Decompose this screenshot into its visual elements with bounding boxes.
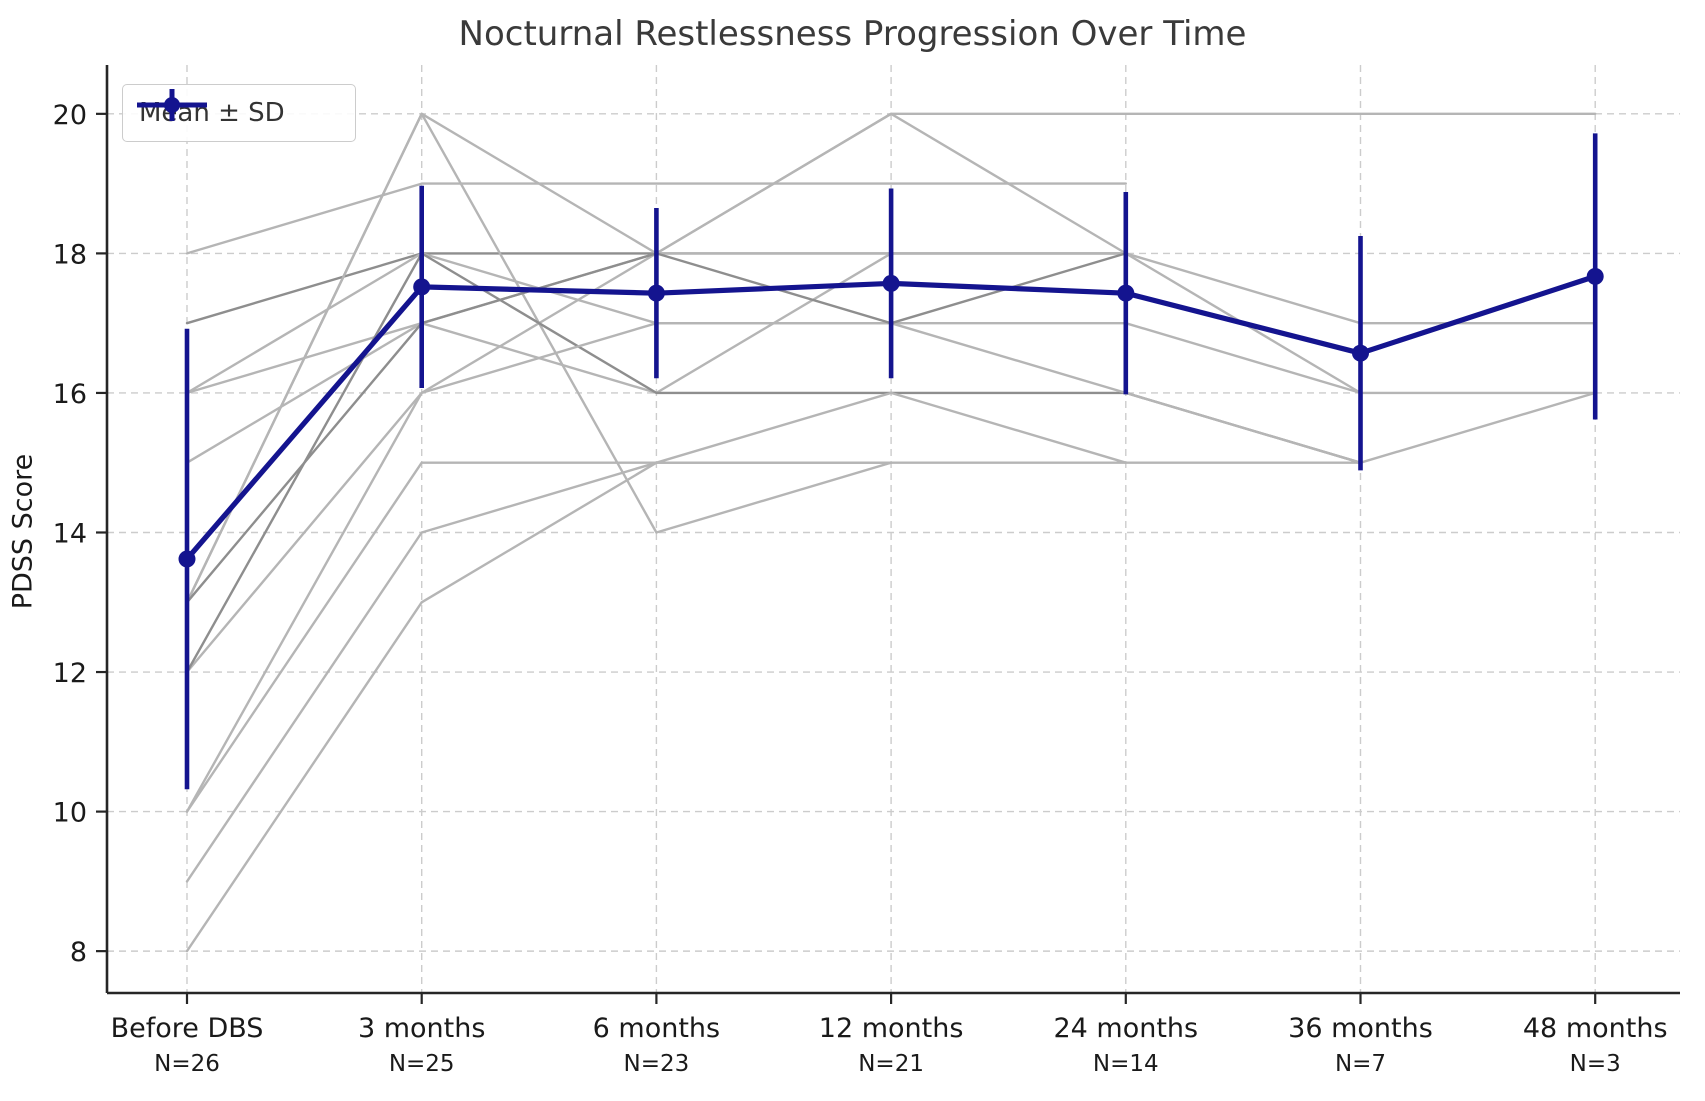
mean-marker-1 [413, 278, 431, 296]
legend-mean-sample-icon [137, 89, 207, 121]
n-count-label-6: N=3 [1570, 1051, 1621, 1077]
mean-marker-0 [178, 550, 196, 568]
n-count-label-2: N=23 [624, 1051, 690, 1077]
x-tick-label-6: 48 months [1523, 1013, 1668, 1044]
mean-marker-3 [882, 274, 900, 292]
patient-trajectory-line-12 [185, 322, 1362, 813]
y-tick-label-16: 16 [53, 379, 87, 410]
patient-trajectory-line-11 [185, 461, 893, 953]
mean-marker-4 [1117, 284, 1135, 302]
chart-title: Nocturnal Restlessness Progression Over … [458, 14, 1247, 54]
y-tick-label-20: 20 [53, 100, 87, 131]
y-tick-label-14: 14 [53, 518, 87, 549]
mean-marker-2 [647, 284, 665, 302]
legend: Mean ± SD [122, 84, 356, 142]
x-tick-label-5: 36 months [1288, 1013, 1433, 1044]
x-tick-label-1: 3 months [358, 1013, 485, 1044]
patient-trajectory-line-9 [185, 461, 893, 813]
mean-marker-6 [1586, 267, 1604, 285]
n-count-label-1: N=25 [389, 1051, 455, 1077]
x-tick-label-4: 24 months [1053, 1013, 1198, 1044]
x-tick-label-3: 12 months [819, 1013, 964, 1044]
patient-trajectory-line-0 [185, 182, 1127, 255]
y-tick-label-12: 12 [53, 658, 87, 689]
y-tick-label-8: 8 [70, 937, 87, 968]
n-count-label-3: N=21 [858, 1051, 924, 1077]
x-tick-label-2: 6 months [593, 1013, 720, 1044]
y-tick-label-10: 10 [53, 798, 87, 829]
mean-marker-5 [1352, 344, 1369, 362]
n-count-label-0: N=26 [154, 1051, 220, 1077]
n-count-label-5: N=7 [1335, 1051, 1386, 1077]
n-count-label-4: N=14 [1093, 1051, 1159, 1077]
y-tick-label-18: 18 [53, 239, 87, 270]
x-tick-label-0: Before DBS [111, 1013, 264, 1044]
